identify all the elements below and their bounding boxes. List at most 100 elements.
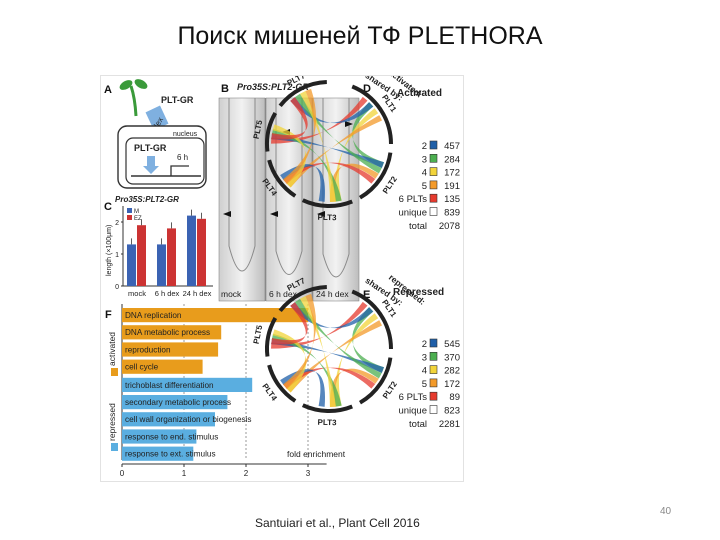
- table-row-value: 135: [444, 194, 460, 205]
- chord-sector-arc-PLT3: [301, 403, 353, 413]
- chord-ribbon: [283, 367, 376, 389]
- c-category-label: 24 h dex: [183, 289, 212, 298]
- table-swatch: [429, 154, 438, 163]
- table-row-value: 457: [444, 141, 460, 152]
- chord-ribbon: [300, 296, 337, 407]
- c-legend-swatch-M: [127, 208, 132, 213]
- chord-sector-label-PLT5: PLT5: [252, 324, 265, 345]
- panel-f: F activated repressed DNA replicationDNA…: [105, 304, 346, 478]
- root-outline-6h: [275, 98, 303, 275]
- chord-ribbon: [283, 88, 317, 184]
- marker-6h: [270, 211, 278, 217]
- f-bar-label: reproduction: [125, 345, 171, 354]
- table-row-label: total: [409, 221, 427, 232]
- table-row-label: 4: [422, 168, 427, 179]
- panel-f-letter: F: [105, 309, 112, 321]
- panel-e-letter: E: [363, 289, 370, 301]
- f-bar-0-3: [122, 359, 203, 374]
- panel-e-title: Repressed: [393, 287, 444, 298]
- table-row-label: unique: [398, 406, 427, 417]
- table-row-label: 2: [422, 339, 427, 350]
- f-x-tick-label: 0: [120, 469, 125, 478]
- table-swatch: [429, 207, 438, 216]
- c-bar-M-0: [127, 244, 136, 286]
- slide-title: Поиск мишеней ТФ PLETHORA: [177, 22, 543, 50]
- panel-b-label-mock: mock: [221, 289, 242, 299]
- table-row-value: 282: [444, 366, 460, 377]
- figure-panel: A PLT-GR dex nucleus PLT-GR 6 h C Pro35S…: [100, 75, 464, 482]
- table-swatch: [429, 351, 438, 361]
- f-bar-0-2: [122, 342, 219, 357]
- transport-arrow-body: [147, 156, 155, 166]
- table-row-label: 3: [422, 154, 427, 165]
- c-bar-EZ-0: [137, 225, 146, 286]
- table-row-value: 172: [444, 379, 460, 390]
- chord-sector-label-PLT7: PLT7: [286, 76, 307, 88]
- f-bar-label: response to end. stimulus: [125, 432, 218, 441]
- chord-sector-label-PLT2: PLT2: [381, 174, 399, 195]
- chord-ribbon: [352, 307, 385, 373]
- c-bar-EZ-1: [167, 228, 176, 286]
- table-row-label: unique: [398, 208, 427, 219]
- table-row-value: 89: [449, 392, 460, 403]
- chord-sector-arc-PLT2: [358, 152, 393, 200]
- dex-arrow-shape: [145, 105, 169, 131]
- table-row-label: 5: [422, 181, 427, 192]
- group-label-repressed: repressed: [107, 403, 117, 441]
- panel-d-title: Activated: [397, 88, 442, 99]
- f-bar-0-1: [122, 325, 222, 340]
- table-row-label: 3: [422, 352, 427, 363]
- table-row-label: 5: [422, 379, 427, 390]
- table-swatch: [429, 180, 438, 190]
- c-y-tick-label: 1: [115, 252, 119, 259]
- chord-sector-arc-PLT5: [265, 317, 278, 357]
- chord-ribbon: [294, 93, 382, 174]
- plt-gr-top-label: PLT-GR: [161, 95, 194, 105]
- f-bar-1-0: [122, 377, 253, 392]
- page-number: 40: [660, 506, 672, 517]
- chord-sector-arc-PLT7: [278, 285, 327, 313]
- seedling-stem: [129, 85, 138, 117]
- table-swatch: [429, 391, 438, 401]
- c-legend-label-M: M: [134, 209, 139, 215]
- seedling-leaf-right: [134, 79, 148, 89]
- panel-f-chart: DNA replication DNA metabolic process repr…: [120, 304, 327, 478]
- figure-svg: A PLT-GR dex nucleus PLT-GR 6 h C Pro35S…: [104, 76, 460, 478]
- chord-ribbon: [352, 102, 385, 168]
- chord-sector-arc-PLT4: [267, 159, 297, 198]
- f-bar-1-4: [122, 446, 194, 461]
- c-legend-swatch-EZ: [127, 215, 132, 220]
- table-row-value: 172: [444, 168, 460, 179]
- table-row-label: 6 PLTs: [399, 392, 428, 403]
- chord-ribbon: [283, 162, 376, 184]
- table-swatch: [429, 193, 438, 203]
- c-bar-M-1: [157, 244, 166, 286]
- chord-ribbon: [271, 302, 308, 345]
- plt-gr-box-label: PLT-GR: [134, 143, 167, 153]
- c-y-tick-label: 0: [115, 284, 119, 291]
- root-outline-mock: [228, 98, 256, 272]
- root-outline-24h: [322, 98, 350, 278]
- c-y-tick-label: 2: [115, 220, 119, 227]
- c-category-label: 6 h dex: [155, 289, 180, 298]
- table-row-label: 4: [422, 366, 427, 377]
- chord-sector-arc-PLT1: [351, 84, 393, 145]
- chord-sector-arc-PLT1: [351, 289, 393, 350]
- table-row-value: 2281: [439, 419, 460, 430]
- panel-b-label-24h: 24 h dex: [316, 289, 349, 299]
- chord-sector-arc-PLT5: [265, 112, 278, 152]
- f-bar-0-0: [122, 308, 308, 323]
- group-label-activated: activated: [107, 332, 117, 366]
- marker-24h: [317, 211, 325, 217]
- c-category-label: mock: [128, 289, 146, 298]
- table-activated: 2 457 3 284 4 172 5 191 6 PLTs 135 unique 839 total 2…: [398, 140, 460, 232]
- f-bar-label: cell wall organization or biogenesis: [125, 415, 252, 424]
- f-x-tick-label: 1: [182, 469, 187, 478]
- table-row-value: 370: [444, 352, 460, 363]
- table-swatch: [429, 140, 438, 150]
- root-image-mock: [218, 97, 266, 302]
- table-row-value: 284: [444, 154, 460, 165]
